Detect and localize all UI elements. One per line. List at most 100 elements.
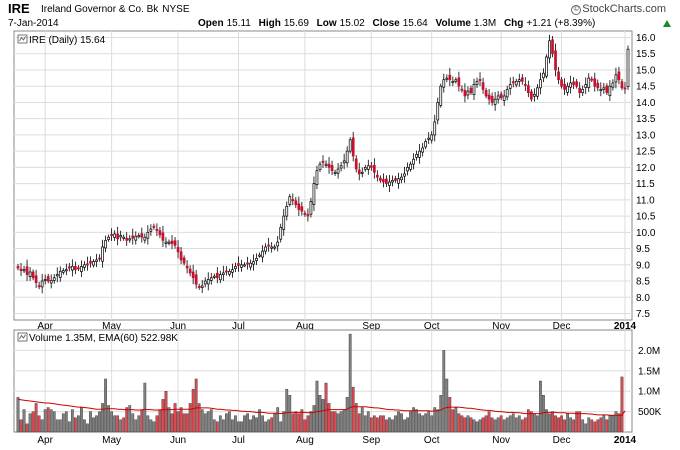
price-panel-frame [13, 30, 633, 321]
price-candle [80, 266, 83, 272]
price-candle [427, 137, 431, 140]
volume-bar [31, 411, 35, 433]
price-candle [388, 181, 391, 186]
price-candle [179, 251, 183, 261]
price-x-tick-label: Apr [37, 321, 53, 332]
price-candle [300, 206, 304, 212]
volume-bar [382, 415, 385, 433]
volume-bar [34, 403, 38, 433]
price-candle [484, 90, 488, 97]
volume-bar [64, 411, 68, 433]
chart-settings-icon[interactable] [17, 34, 28, 44]
volume-bar [548, 413, 551, 433]
price-candle [140, 233, 144, 238]
volume-bar [566, 413, 569, 433]
price-candle [372, 165, 376, 173]
price-candle [526, 85, 530, 94]
change-up-arrow-icon [663, 20, 671, 27]
price-candle [294, 200, 298, 206]
volume-bar [357, 413, 361, 433]
price-candle [457, 77, 461, 87]
price-x-tick-label: Sep [362, 321, 380, 332]
price-candle [472, 84, 476, 95]
volume-bar [161, 399, 165, 433]
volume-bar [312, 405, 316, 433]
price-candle [418, 150, 421, 158]
price-candle [197, 285, 201, 288]
volume-bar [605, 419, 609, 433]
price-y-tick-label: 15.5 [636, 49, 656, 60]
price-panel: 7.5 8.0 8.5 9.0 9.5 10.0 10.5 11.0 11.5 12.0 12.5 1… [13, 30, 656, 332]
volume-x-tick-label: Jul [232, 435, 245, 446]
volume-bar [590, 419, 594, 433]
price-candle [279, 227, 283, 240]
volume-bar [478, 419, 482, 433]
volume-bar [614, 411, 618, 433]
volume-bar [336, 413, 340, 433]
exchange-label: NYSE [162, 4, 190, 15]
volume-bar [575, 411, 579, 433]
volume-ema-line [17, 398, 626, 416]
volume-bar [173, 403, 177, 433]
volume-bar [342, 409, 346, 433]
volume-bar [125, 407, 129, 433]
price-candle [315, 170, 319, 185]
volume-bar [375, 417, 379, 433]
price-candle [71, 266, 74, 271]
volume-bar [73, 417, 77, 433]
price-candle [209, 277, 213, 281]
price-candle [539, 79, 542, 89]
price-candle [273, 246, 277, 249]
volume-settings-icon[interactable] [17, 332, 28, 342]
volume-bar [119, 419, 123, 433]
price-candle [327, 163, 331, 168]
price-legend[interactable]: IRE (Daily) 15.64 [17, 34, 106, 46]
volume-bar [203, 413, 207, 433]
price-candle [403, 173, 406, 177]
price-candle [626, 48, 630, 87]
price-y-tick-label: 7.5 [636, 309, 650, 320]
volume-bar [89, 411, 92, 433]
price-candle [270, 246, 274, 249]
volume-bar [52, 411, 56, 433]
volume-bar [185, 413, 189, 433]
price-candle [611, 82, 615, 88]
price-candle [55, 274, 59, 277]
volume-bar [149, 419, 153, 433]
volume-x-tick-label: May [102, 435, 121, 446]
price-candle [554, 50, 557, 71]
price-candle [25, 266, 29, 275]
volume-legend[interactable]: Volume 1.35M, EMA(60) 522.98K [17, 332, 178, 344]
price-candle [40, 280, 44, 288]
volume-bar [107, 405, 110, 433]
price-y-tick-label: 14.5 [636, 82, 656, 93]
price-candle [37, 285, 41, 288]
price-candle [86, 263, 89, 266]
volume-bar [345, 397, 349, 433]
volume-bar [581, 419, 585, 433]
volume-bar [49, 409, 53, 433]
volume-bar [237, 421, 240, 433]
volume-bar [318, 395, 322, 433]
price-y-tick-label: 13.0 [636, 130, 656, 141]
volume-bar [439, 395, 443, 433]
stockcharts-credit[interactable]: © StockCharts.com [571, 3, 666, 15]
volume-bar [321, 399, 325, 433]
volume-bar [158, 409, 162, 433]
volume-bar [67, 421, 71, 433]
volume-bar [297, 413, 301, 433]
volume-bar [46, 407, 50, 433]
price-y-tick-label: 14.0 [636, 98, 656, 109]
price-candle [285, 205, 289, 217]
volume-bar [231, 419, 234, 433]
price-candle [339, 165, 343, 169]
price-candle [514, 80, 518, 86]
volume-bar [98, 411, 101, 433]
price-candle [590, 78, 594, 81]
price-candle [101, 246, 104, 262]
price-candle [542, 72, 545, 79]
volume-bar [536, 415, 539, 433]
price-candle [593, 78, 597, 87]
volume-bar [542, 395, 545, 433]
price-x-tick-label: May [102, 321, 121, 332]
